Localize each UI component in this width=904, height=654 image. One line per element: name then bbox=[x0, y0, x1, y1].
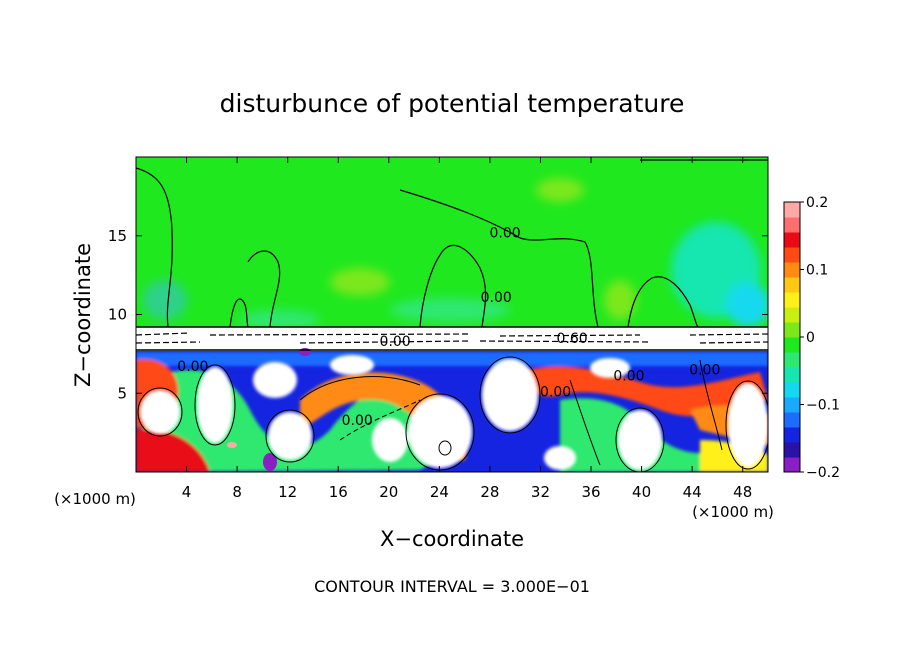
colorbar-swatch bbox=[784, 352, 800, 368]
colorbar-swatch bbox=[784, 322, 800, 338]
colorbar-swatch bbox=[784, 442, 800, 458]
x-tick-label: 32 bbox=[531, 483, 550, 501]
x-tick-label: 16 bbox=[329, 483, 348, 501]
contour-label: 0.00 bbox=[177, 359, 208, 375]
x-axis: 4 8 12 16 20 24 28 32 36 40 44 48 bbox=[182, 157, 752, 501]
colorbar-swatch bbox=[784, 277, 800, 293]
y-tick-label: 10 bbox=[108, 306, 127, 324]
plot-area: 0.00 0.00 0.60 0.00 0.00 0.00 0.00 0.00 0.00 bbox=[136, 157, 768, 472]
colorbar-swatch bbox=[784, 382, 800, 398]
x-tick-label: 24 bbox=[430, 483, 449, 501]
contour-label: 0.00 bbox=[380, 334, 411, 350]
colorbar-swatch bbox=[784, 292, 800, 308]
contour-label: 0.00 bbox=[689, 362, 720, 378]
x-tick-label: 20 bbox=[379, 483, 398, 501]
colorbar-swatch bbox=[784, 307, 800, 323]
contour-label: 0.00 bbox=[342, 413, 373, 429]
colorbar-swatch bbox=[784, 412, 800, 428]
colorbar-swatch bbox=[784, 262, 800, 278]
y-axis-label: Z−coordinate bbox=[71, 243, 95, 387]
contour-label: 0.00 bbox=[613, 369, 644, 385]
colorbar-swatch bbox=[784, 397, 800, 413]
contour-label: 0.00 bbox=[490, 225, 521, 241]
y-tick-label: 15 bbox=[108, 227, 127, 245]
colorbar-swatch bbox=[784, 457, 800, 473]
colorbar-swatch bbox=[784, 337, 800, 353]
y-axis: 5 10 15 bbox=[108, 227, 768, 402]
contour-lines bbox=[136, 159, 768, 351]
x-tick-label: 12 bbox=[278, 483, 297, 501]
lower-field-white-cells bbox=[140, 355, 768, 470]
inversion-band bbox=[136, 327, 768, 351]
x-axis-label: X−coordinate bbox=[380, 527, 524, 551]
x-tick-label: 48 bbox=[733, 483, 752, 501]
contour-label: 0.60 bbox=[556, 331, 587, 347]
x-tick-label: 4 bbox=[182, 483, 192, 501]
x-unit-right: (×1000 m) bbox=[692, 503, 774, 521]
colorbar-tick-label: 0.2 bbox=[806, 195, 828, 211]
x-tick-label: 8 bbox=[232, 483, 242, 501]
colorbar-tick-label: −0.1 bbox=[806, 398, 840, 414]
colorbar-swatch bbox=[784, 427, 800, 443]
chart-title: disturbunce of potential temperature bbox=[220, 89, 685, 118]
colorbar-swatch bbox=[784, 247, 800, 263]
contour-lines-lower bbox=[137, 356, 768, 472]
x-tick-label: 40 bbox=[632, 483, 651, 501]
y-tick-label: 5 bbox=[117, 384, 127, 402]
x-tick-label: 44 bbox=[683, 483, 702, 501]
x-tick-label: 28 bbox=[480, 483, 499, 501]
colorbar-swatch bbox=[784, 367, 800, 383]
contour-label: 0.00 bbox=[540, 384, 571, 400]
colorbar-swatch bbox=[784, 232, 800, 248]
upper-field-variations bbox=[143, 178, 768, 330]
colorbar-tick-label: 0.1 bbox=[806, 263, 828, 279]
footer-note: CONTOUR INTERVAL = 3.000E−01 bbox=[314, 577, 590, 596]
colorbar-tick-label: −0.2 bbox=[806, 465, 840, 481]
colorbar: 0.2 0.1 0 −0.1 −0.2 bbox=[783, 195, 840, 481]
contour-label: 0.00 bbox=[481, 290, 512, 306]
colorbar-swatch bbox=[784, 217, 800, 233]
colorbar-tick-label: 0 bbox=[806, 330, 815, 346]
x-unit-left: (×1000 m) bbox=[54, 490, 136, 508]
x-tick-label: 36 bbox=[581, 483, 600, 501]
contour-labels: 0.00 0.00 0.60 0.00 0.00 0.00 0.00 0.00 0.00 bbox=[177, 225, 720, 428]
colorbar-swatch bbox=[784, 202, 800, 218]
